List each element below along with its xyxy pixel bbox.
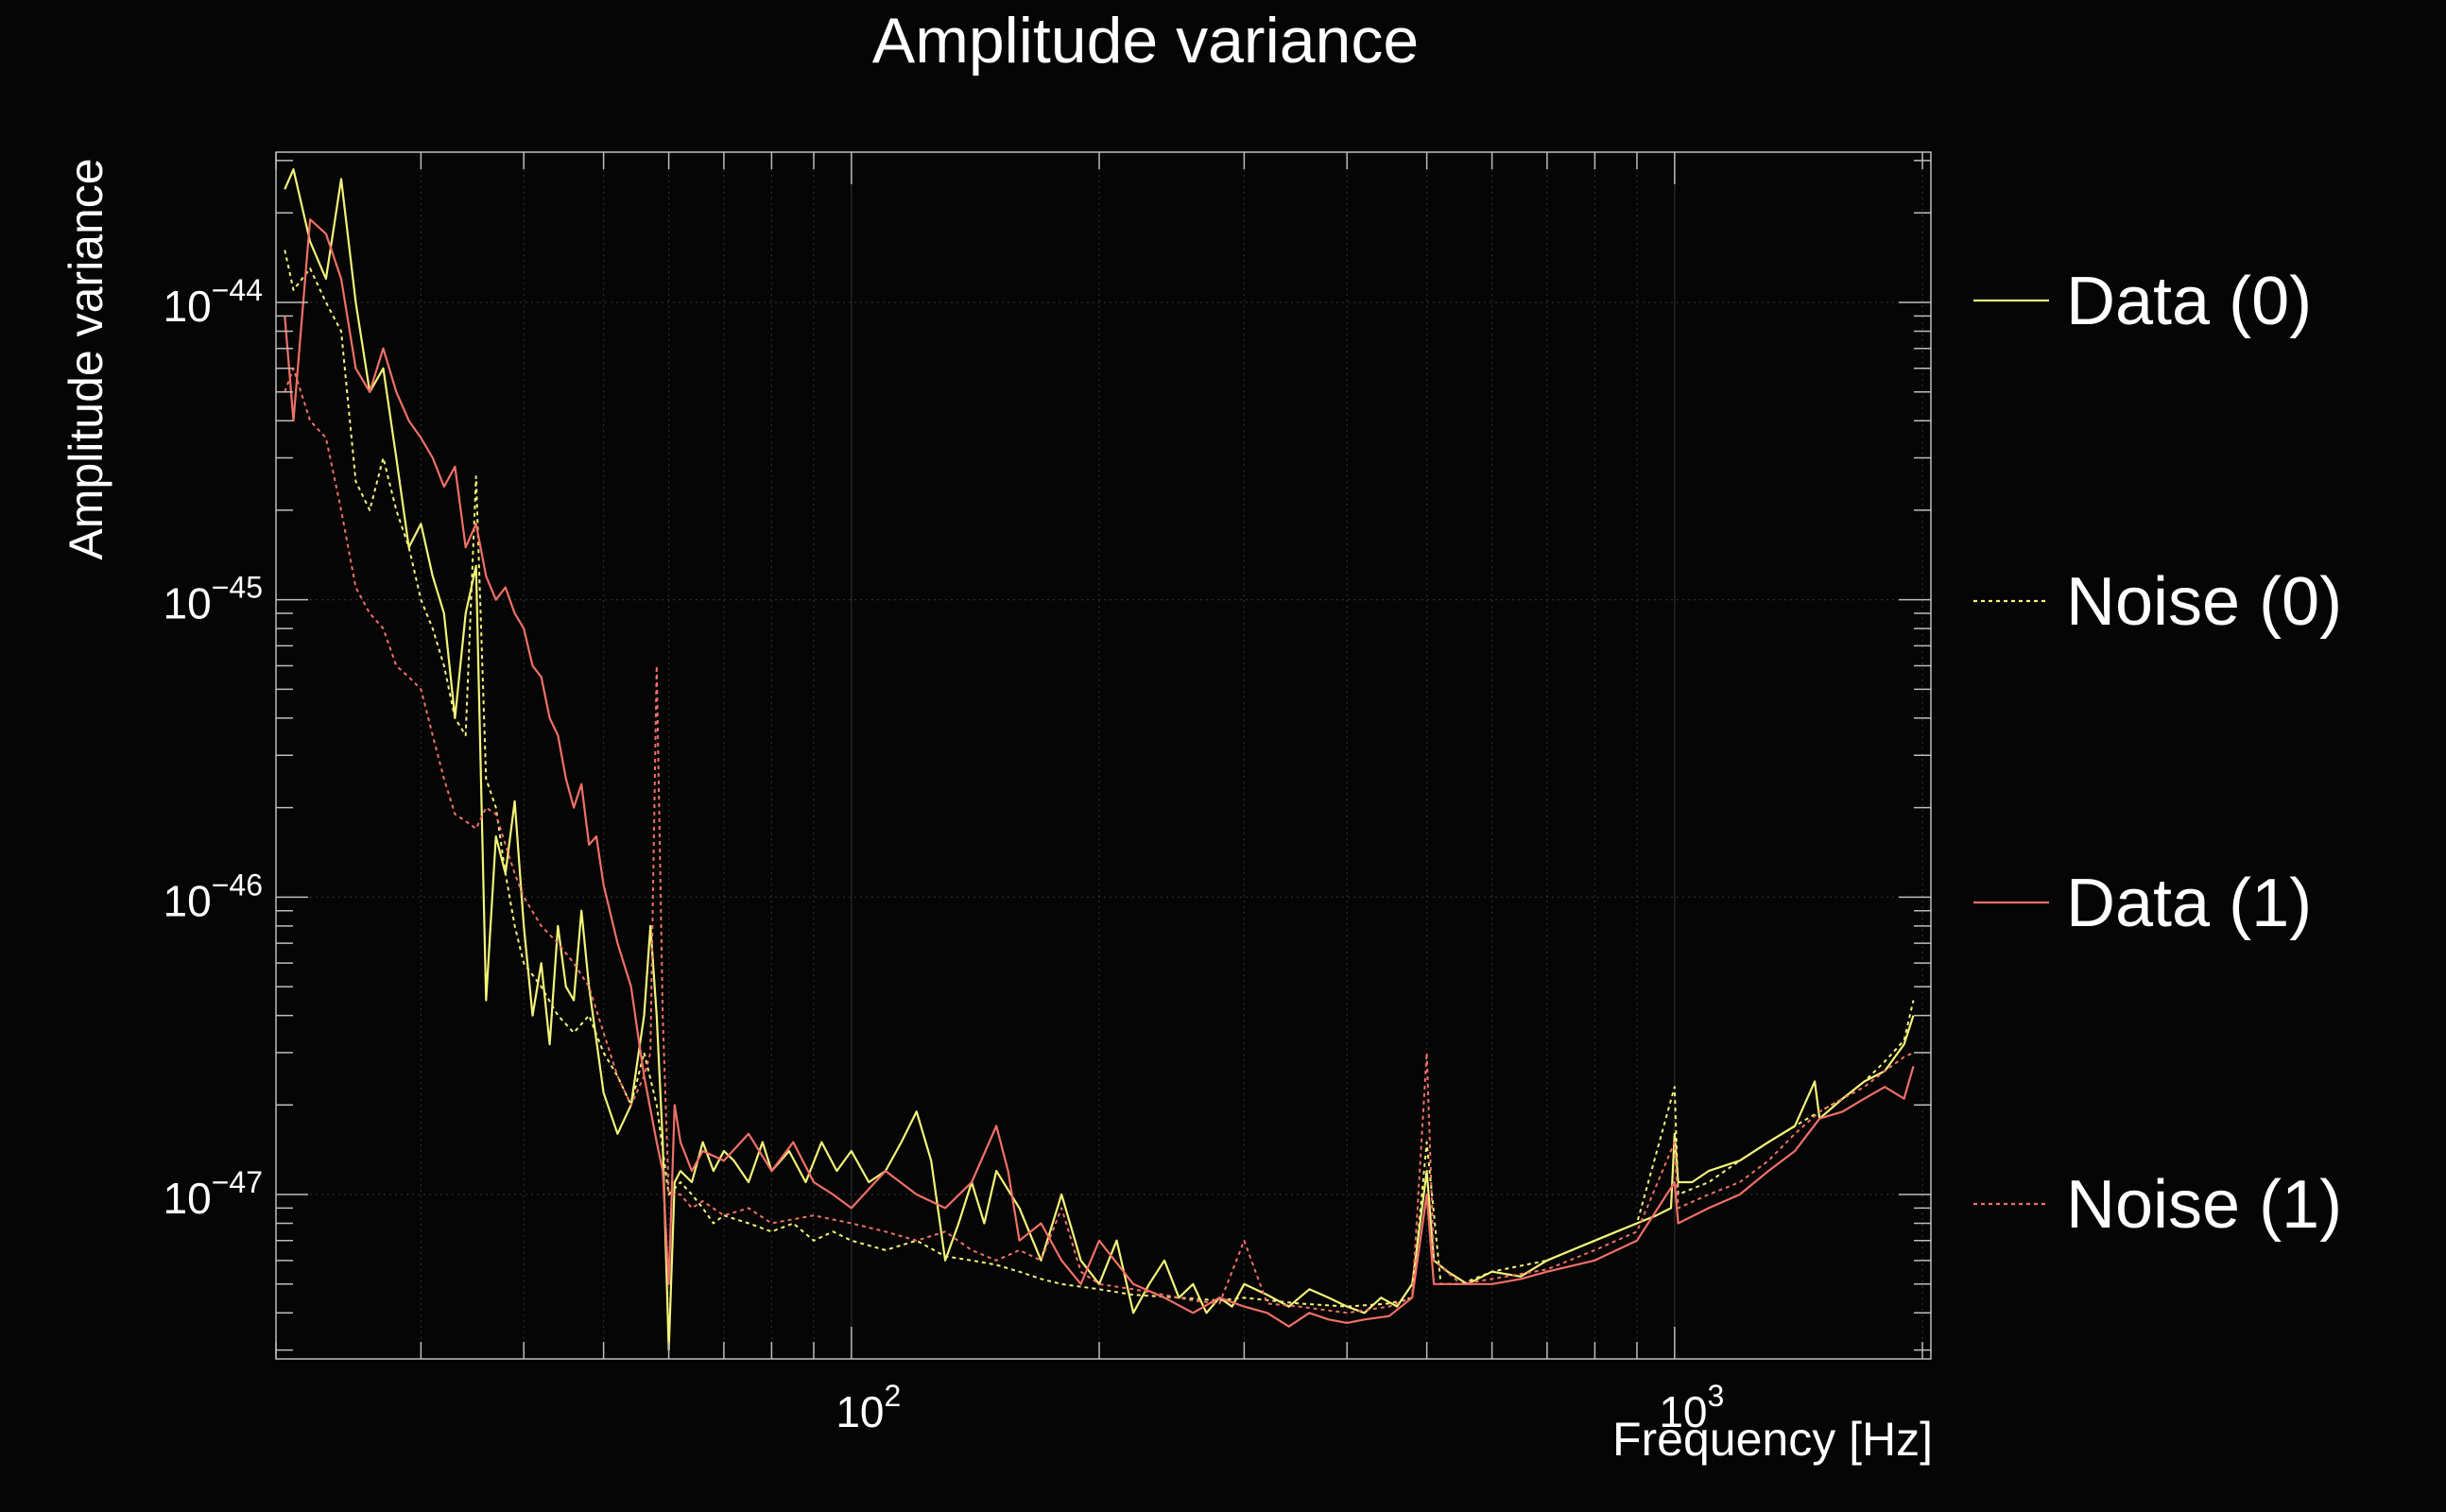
y-tick-label: 10−47 — [164, 1165, 263, 1223]
y-tick-label-base: 10 — [164, 282, 212, 331]
y-axis-label: Amplitude variance — [60, 158, 112, 559]
x-tick-label-exponent: 2 — [885, 1379, 902, 1413]
legend: Data (0) Noise (0) Data (1) Noise (1) — [1973, 264, 2342, 1243]
y-tick-label: 10−46 — [164, 868, 263, 925]
y-tick-label-exponent: −47 — [212, 1165, 263, 1199]
series-line-2 — [284, 249, 1915, 1308]
x-tick-label-base: 10 — [1659, 1387, 1707, 1436]
series-group — [284, 168, 1915, 1351]
series-line-3 — [284, 218, 1915, 1328]
legend-label: Data (0) — [2066, 264, 2312, 339]
y-tick-label-exponent: −45 — [212, 571, 263, 605]
y-tick-label-base: 10 — [164, 1174, 212, 1223]
x-tick-label-exponent: 3 — [1708, 1379, 1725, 1413]
y-tick-label-base: 10 — [164, 579, 212, 628]
y-tick-label: 10−45 — [164, 571, 263, 628]
x-tick-label: 102 — [835, 1379, 901, 1436]
y-tick-label-base: 10 — [164, 876, 212, 925]
legend-label: Noise (0) — [2066, 564, 2342, 640]
legend-label: Data (1) — [2066, 866, 2312, 941]
y-tick-label-exponent: −46 — [212, 868, 263, 902]
legend-label: Noise (1) — [2066, 1167, 2342, 1243]
x-axis-label: Frequency [Hz] — [1612, 1413, 1933, 1466]
chart-title: Amplitude variance — [872, 5, 1419, 77]
x-tick-label: 103 — [1659, 1379, 1724, 1436]
series-line-4 — [284, 367, 1914, 1314]
y-tick-label: 10−44 — [164, 273, 263, 331]
x-tick-label-base: 10 — [835, 1387, 884, 1436]
y-tick-label-exponent: −44 — [212, 273, 263, 307]
